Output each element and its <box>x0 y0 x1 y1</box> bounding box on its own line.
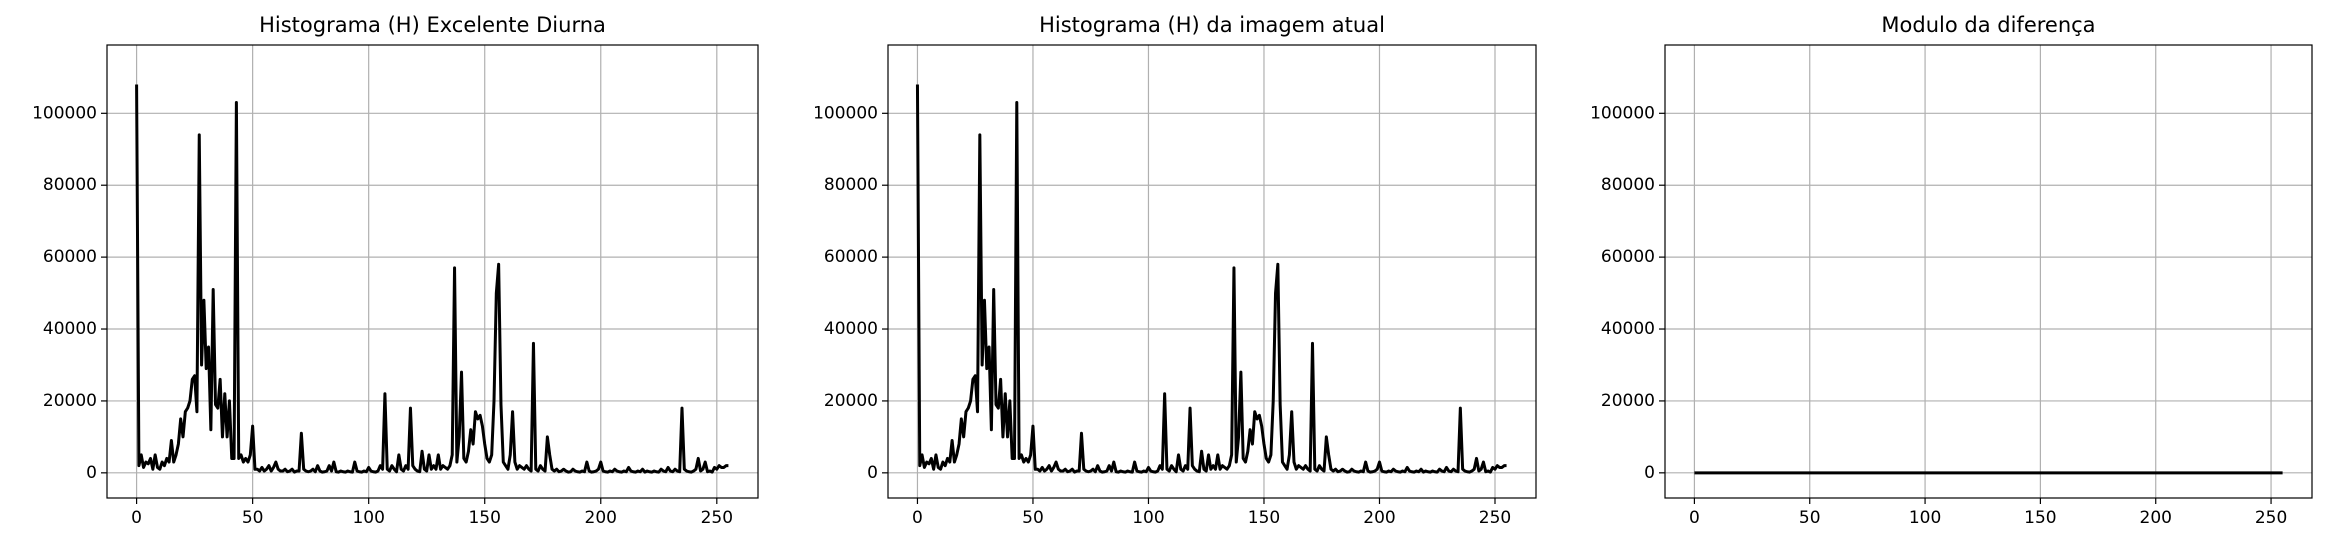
x-tick-label: 150 <box>1248 508 1280 528</box>
y-tick-label: 60000 <box>1601 247 1655 267</box>
x-tick-label: 150 <box>2024 508 2056 528</box>
y-tick-label: 0 <box>1644 463 1655 483</box>
data-line <box>135 84 729 474</box>
x-tick-label: 200 <box>2140 508 2172 528</box>
x-tick-label: 200 <box>1363 508 1395 528</box>
y-tick-label: 60000 <box>43 247 97 267</box>
x-tick-label: 150 <box>468 508 500 528</box>
y-tick-label: 80000 <box>43 175 97 195</box>
y-tick-label: 100000 <box>32 103 97 123</box>
axes-frame <box>1664 44 2313 499</box>
y-tick-label: 40000 <box>824 319 878 339</box>
x-tick-label: 0 <box>1689 508 1700 528</box>
y-tick-label: 100000 <box>813 103 878 123</box>
y-tick-label: 0 <box>86 463 97 483</box>
y-tick-label: 40000 <box>43 319 97 339</box>
x-tick-label: 100 <box>1132 508 1164 528</box>
y-tick-label: 40000 <box>1601 319 1655 339</box>
x-tick-label: 250 <box>2255 508 2287 528</box>
y-tick-label: 100000 <box>1590 103 1655 123</box>
x-tick-label: 50 <box>1799 508 1821 528</box>
y-tick-label: 80000 <box>824 175 878 195</box>
x-tick-label: 200 <box>585 508 617 528</box>
y-tick-label: 0 <box>867 463 878 483</box>
x-tick-label: 100 <box>1909 508 1941 528</box>
x-tick-label: 250 <box>1479 508 1511 528</box>
x-tick-label: 50 <box>242 508 264 528</box>
chart-title: Histograma (H) da imagem atual <box>1039 13 1385 37</box>
x-tick-label: 0 <box>131 508 142 528</box>
y-tick-label: 20000 <box>1601 391 1655 411</box>
y-tick-label: 80000 <box>1601 175 1655 195</box>
data-line <box>915 84 1507 474</box>
axes-frame <box>887 44 1537 499</box>
chart-title: Histograma (H) Excelente Diurna <box>259 13 606 37</box>
y-tick-label: 20000 <box>43 391 97 411</box>
chart-title: Modulo da diferença <box>1881 13 2095 37</box>
x-tick-label: 50 <box>1022 508 1044 528</box>
x-tick-label: 0 <box>912 508 923 528</box>
x-tick-label: 250 <box>701 508 733 528</box>
x-tick-label: 100 <box>352 508 384 528</box>
y-tick-label: 60000 <box>824 247 878 267</box>
y-tick-label: 20000 <box>824 391 878 411</box>
axes-frame <box>106 44 759 499</box>
